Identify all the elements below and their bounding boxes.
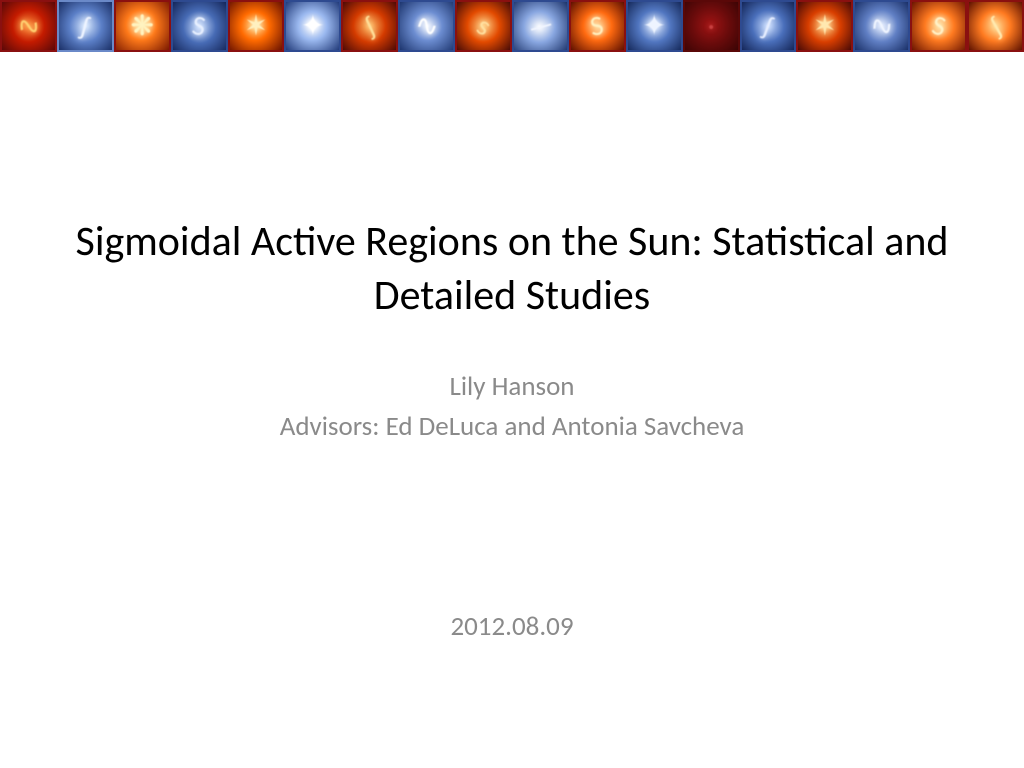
sigmoid-glyph-icon: ✦ [638, 12, 670, 41]
banner-tile: S [569, 0, 626, 52]
sigmoid-glyph-icon: ∿ [410, 10, 444, 41]
author-name: Lily Hanson [0, 370, 1024, 403]
sigmoid-glyph-icon: ∿ [9, 7, 49, 45]
sigmoid-glyph-icon: ʃ [975, 6, 1017, 47]
banner-tile: ʃ [967, 0, 1024, 52]
banner-tile: ✦ [626, 0, 683, 52]
sigmoid-glyph-icon: ʃ [66, 8, 104, 44]
banner-tile: ʃ [341, 0, 398, 52]
sigmoid-glyph-icon: ✶ [809, 12, 841, 41]
banner-thumbnail-strip: ∿ ʃ ❋ S ✶ ✦ ʃ ∿ s — S ✦ · ʃ ✶ ∿ Sʃ [0, 0, 1024, 52]
banner-tile: ✦ [284, 0, 341, 52]
banner-tile: · [683, 0, 740, 52]
banner-tile: ∿ [0, 0, 57, 52]
sigmoid-glyph-icon: ʃ [349, 6, 390, 46]
sigmoid-glyph-icon: ∿ [864, 9, 900, 43]
banner-tile: ʃ [57, 0, 114, 52]
sigmoid-glyph-icon: S [920, 8, 958, 44]
banner-tile: ∿ [398, 0, 455, 52]
sigmoid-glyph-icon: S [579, 9, 615, 43]
banner-tile: — [512, 0, 569, 52]
sigmoid-glyph-icon: · [695, 12, 727, 41]
banner-tile: S [910, 0, 967, 52]
sigmoid-glyph-icon: — [521, 8, 559, 44]
sigmoid-glyph-icon: s [463, 6, 505, 47]
slide: ∿ ʃ ❋ S ✶ ✦ ʃ ∿ s — S ✦ · ʃ ✶ ∿ Sʃ Sigmoidal Active Regi… [0, 0, 1024, 768]
banner-tile: S [171, 0, 228, 52]
banner-tile: ʃ [740, 0, 797, 52]
presentation-date: 2012.08.09 [0, 610, 1024, 643]
advisors-line: Advisors: Ed DeLuca and Antonia Savcheva [0, 410, 1024, 443]
sigmoid-glyph-icon: ❋ [126, 12, 158, 41]
banner-tile: ✶ [796, 0, 853, 52]
slide-title: Sigmoidal Active Regions on the Sun: Sta… [0, 215, 1024, 323]
banner-tile: s [455, 0, 512, 52]
sigmoid-glyph-icon: S [181, 9, 217, 43]
banner-tile: ❋ [114, 0, 171, 52]
sigmoid-glyph-icon: ✶ [240, 12, 272, 41]
sigmoid-glyph-icon: ✦ [297, 12, 329, 41]
banner-tile: ∿ [853, 0, 910, 52]
banner-tile: ✶ [228, 0, 285, 52]
sigmoid-glyph-icon: ʃ [748, 7, 788, 45]
